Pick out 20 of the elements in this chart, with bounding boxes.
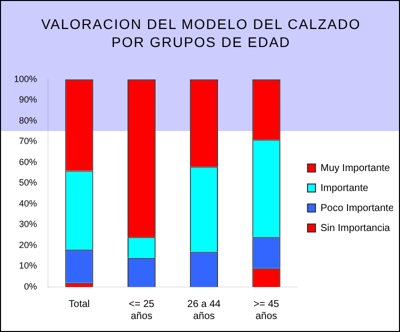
legend-label: Poco Importante xyxy=(320,202,394,214)
y-tick-label: 10% xyxy=(19,260,38,271)
y-tick-label: 20% xyxy=(19,240,38,250)
y-tick-label: 90% xyxy=(19,94,38,105)
x-tick-label: >= 45 años xyxy=(254,298,280,322)
y-tick-label: 30% xyxy=(19,219,38,230)
x-tick-label: 26 a 44 años xyxy=(187,298,222,322)
x-tick-label: <= 25 años xyxy=(128,298,155,322)
legend-label: Sin Importancia xyxy=(320,222,390,234)
chart-title: VALORACION DEL MODELO DEL CALZADO POR GRUPOS DE EDAD xyxy=(41,15,361,51)
y-tick-label: 0% xyxy=(24,281,38,292)
legend-label: Importante xyxy=(320,182,369,194)
legend-label: Muy Importante xyxy=(320,162,390,174)
y-tick-label: 100% xyxy=(14,74,38,84)
y-tick-label: 50% xyxy=(19,178,38,188)
y-tick-label: 40% xyxy=(19,198,38,208)
y-tick-label: 70% xyxy=(19,136,38,146)
y-tick-label: 60% xyxy=(19,156,38,167)
x-tick-label: Total xyxy=(68,298,90,310)
y-tick-label: 80% xyxy=(19,115,38,126)
